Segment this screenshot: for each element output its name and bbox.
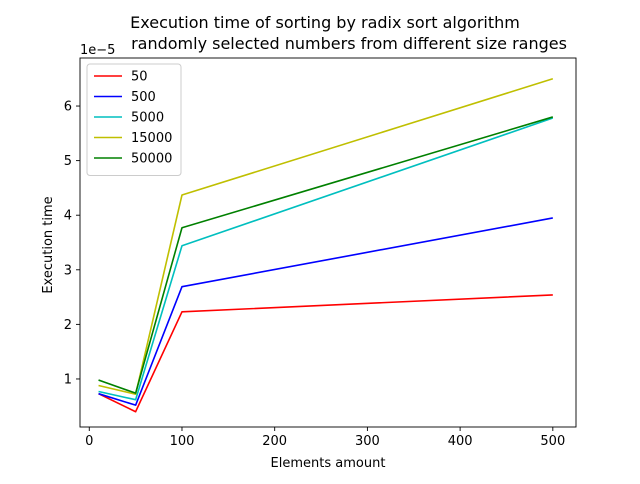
series-line-5000 [98,117,554,401]
x-tick-label: 100 [170,434,195,449]
chart-title-line-1: Execution time of sorting by radix sort … [130,13,520,32]
y-tick-label: 3 [64,263,72,278]
x-tick-label: 0 [85,434,93,449]
y-tick-label: 5 [64,154,72,169]
legend-label-15000: 15000 [131,131,172,146]
y-tick-label: 4 [64,209,72,224]
x-tick-label: 500 [540,434,565,449]
plot-area [79,57,577,428]
x-tick-label: 400 [448,434,473,449]
legend-label-5000: 5000 [131,111,164,126]
series-line-50000 [98,116,554,394]
legend-box [86,63,182,176]
x-tick-label: 300 [355,434,380,449]
y-tick-label: 2 [64,318,72,333]
y-tick-label: 1 [64,372,72,387]
legend-label-500: 500 [131,90,156,105]
legend-label-50: 50 [131,70,148,85]
x-axis-ticks: 0 100 200 300 400 500 [85,427,565,449]
legend-label-50000: 50000 [131,152,172,167]
x-tick-label: 200 [262,434,287,449]
series-line-50 [98,294,553,413]
y-axis-label: Execution time [41,196,56,293]
y-tick-label: 6 [64,100,72,115]
y-axis-offset-label: 1e−5 [80,43,115,58]
plot-frame [79,57,577,428]
x-axis-label: Elements amount [271,456,386,471]
series-line-15000 [98,77,554,396]
legend: 50 500 5000 15000 50000 [86,63,182,176]
y-axis-ticks: 1 2 3 4 5 6 [64,100,80,387]
chart-title-line-2: randomly selected numbers from different… [131,34,567,53]
series-line-500 [98,217,553,406]
